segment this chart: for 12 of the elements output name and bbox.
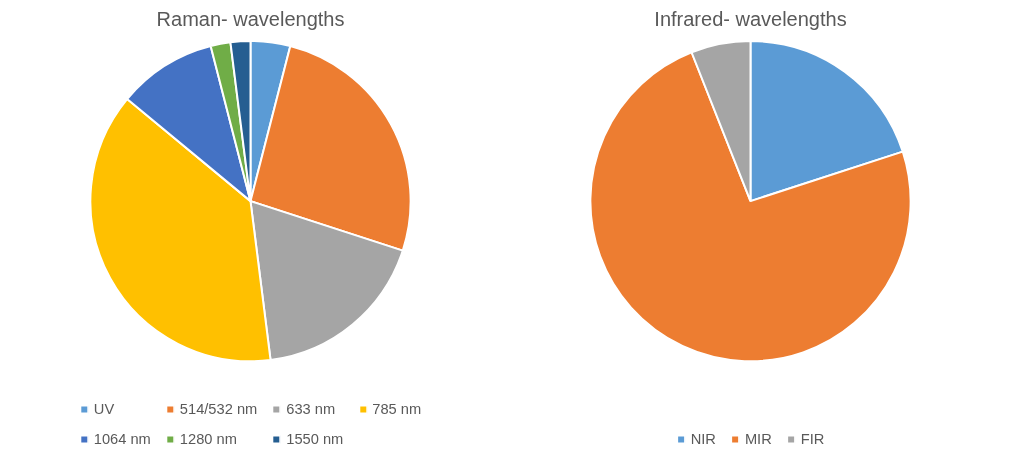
legend-label: FIR (800, 431, 825, 447)
legend-label: 633 nm (286, 401, 336, 417)
chart-title: Infrared- wavelengths (654, 7, 847, 30)
legend-label: 514/532 nm (179, 401, 258, 417)
legend-label: 1280 nm (179, 431, 237, 447)
legend-label: UV (93, 401, 115, 417)
legend-label: MIR (744, 431, 772, 447)
legend-label: 785 nm (372, 401, 422, 417)
legend-label: 1550 nm (286, 431, 344, 447)
legend-label: NIR (690, 431, 716, 447)
chart-title: Raman- wavelengths (156, 7, 345, 30)
legend-label: 1064 nm (93, 431, 151, 447)
